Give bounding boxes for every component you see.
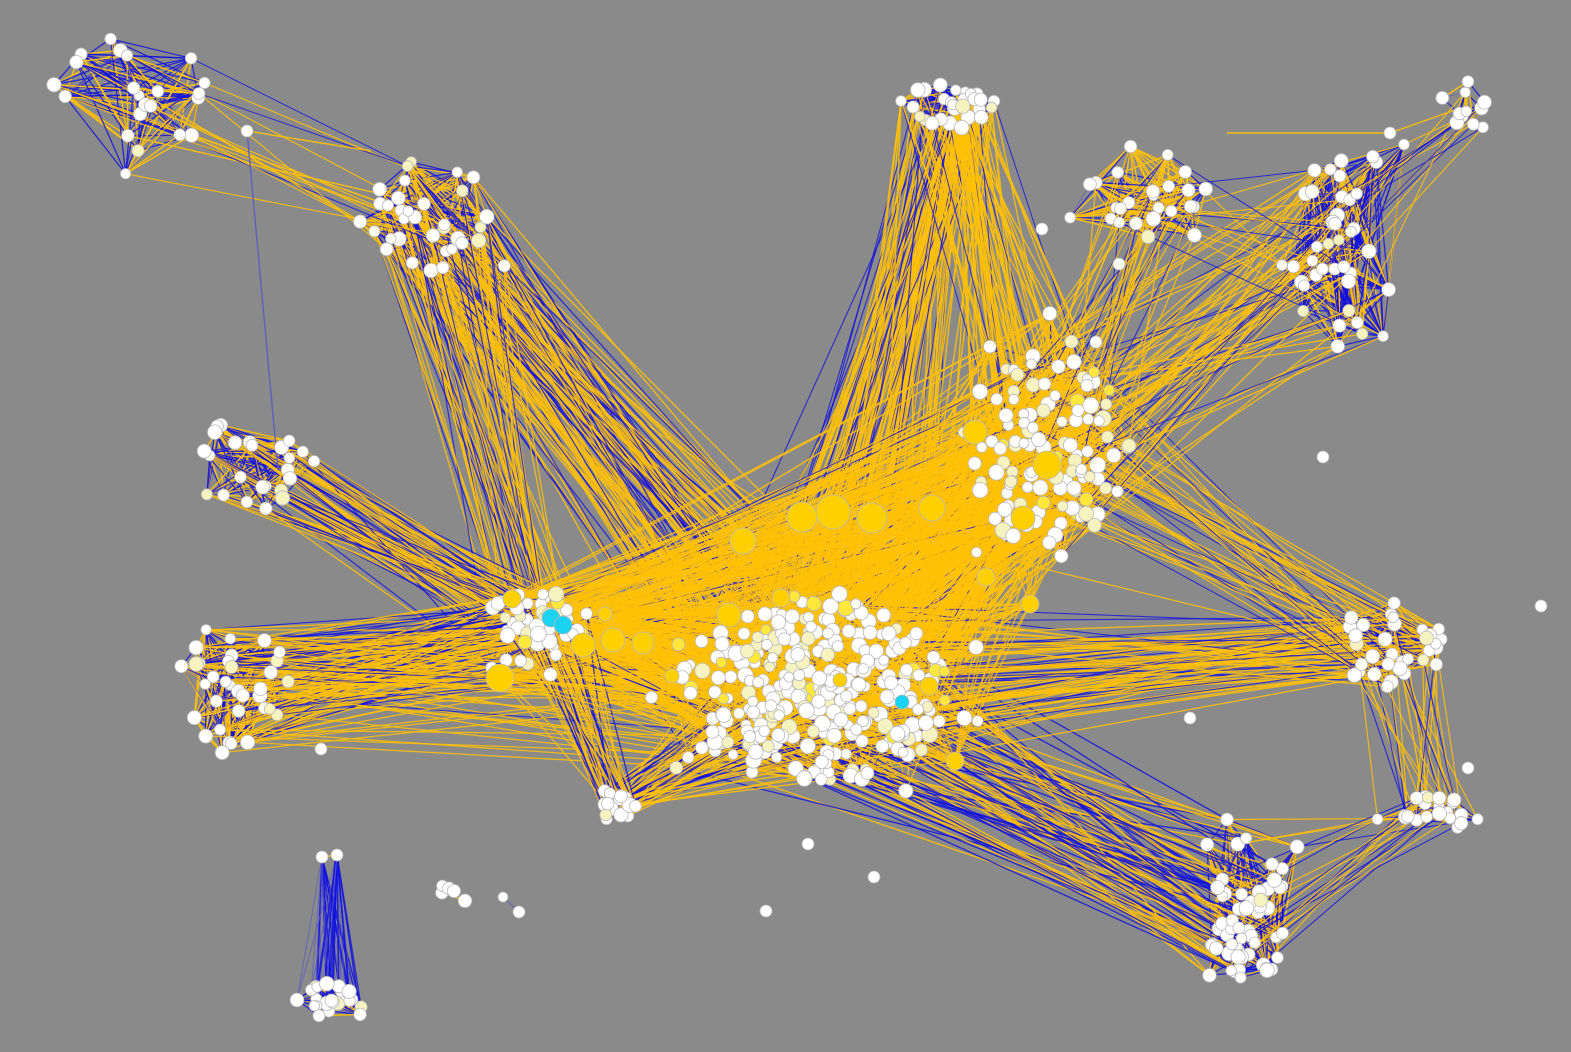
graph-edge xyxy=(216,425,267,509)
graph-edge xyxy=(64,95,129,137)
graph-edge xyxy=(53,57,192,86)
graph-edge xyxy=(138,82,205,97)
graph-edge xyxy=(126,54,205,84)
graph-edge xyxy=(1115,146,1131,208)
graph-edge xyxy=(133,87,200,95)
graph-edge xyxy=(1069,171,1186,219)
graph-edge xyxy=(76,61,134,89)
graph-edge xyxy=(1118,154,1168,223)
graph-edge xyxy=(1338,156,1374,326)
graph-edge xyxy=(76,61,159,92)
graph-edge xyxy=(205,695,244,737)
graph-edge xyxy=(410,161,481,228)
graph-edge xyxy=(125,97,199,174)
graph-edge xyxy=(125,105,152,174)
graph-edge xyxy=(64,50,121,97)
graph-edge xyxy=(204,450,291,479)
graph-edge xyxy=(220,424,290,442)
graph-edge xyxy=(206,444,253,495)
graph-edge xyxy=(125,134,181,175)
graph-edge xyxy=(64,96,127,175)
graph-edge xyxy=(1193,188,1207,236)
graph-edge xyxy=(1368,156,1374,252)
graph-edge xyxy=(150,97,199,107)
graph-edge xyxy=(126,54,200,95)
graph-edge xyxy=(1382,289,1390,337)
graph-edge xyxy=(404,171,458,182)
graph-edge xyxy=(126,55,139,151)
graph-edge xyxy=(126,55,129,136)
graph-edge xyxy=(80,53,200,95)
graph-edge xyxy=(230,695,244,744)
graph-edge xyxy=(127,54,192,59)
graph-edge xyxy=(1069,171,1119,219)
graph-edge xyxy=(212,676,230,743)
graph-edge xyxy=(110,38,192,59)
graph-edge xyxy=(1303,285,1340,327)
graph-edge xyxy=(1356,251,1370,323)
graph-edge xyxy=(1302,310,1339,347)
graph-edge xyxy=(1337,335,1384,347)
graph-edge xyxy=(125,134,192,175)
graph-edge xyxy=(76,61,200,95)
graph-edge xyxy=(150,92,200,107)
graph-edge xyxy=(1338,239,1341,326)
graph-edge xyxy=(1388,144,1405,290)
graph-edge xyxy=(206,432,216,495)
graph-edge xyxy=(204,676,214,737)
graph-edge xyxy=(181,665,239,712)
graph-edge xyxy=(1095,154,1168,184)
graph-edge xyxy=(1339,175,1370,252)
graph-edge xyxy=(1368,251,1384,337)
graph-edge xyxy=(157,58,192,92)
